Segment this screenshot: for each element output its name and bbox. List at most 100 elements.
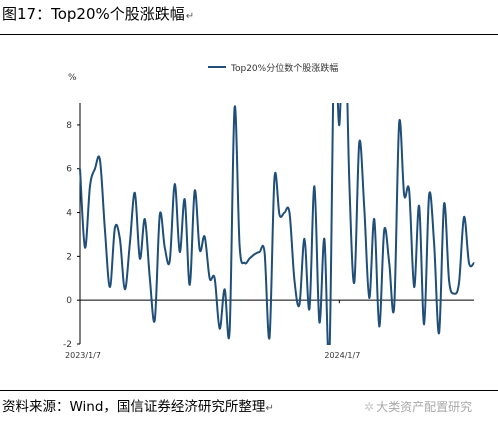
- y-tick-label: 6: [66, 165, 72, 175]
- data-point: [204, 236, 206, 238]
- data-point: [398, 122, 400, 124]
- data-point: [308, 308, 311, 310]
- data-point: [104, 229, 106, 231]
- chart-legend: Top20%分位数个股涨跌幅: [208, 62, 338, 74]
- figure-title-text: 图17：Top20%个股涨跌幅: [2, 5, 185, 23]
- data-point: [363, 207, 365, 209]
- series-group: [79, 37, 475, 345]
- data-point: [174, 183, 176, 185]
- data-point: [263, 251, 266, 253]
- y-tick-label: 0: [66, 296, 72, 306]
- title-divider: [0, 34, 498, 35]
- data-point: [253, 253, 256, 255]
- data-point: [373, 218, 375, 220]
- paragraph-return-icon: ↵: [185, 11, 195, 22]
- data-point: [124, 288, 126, 290]
- data-point: [338, 124, 340, 126]
- data-point: [164, 247, 166, 249]
- data-point: [463, 216, 465, 218]
- data-point: [448, 279, 450, 282]
- data-point: [234, 106, 236, 108]
- paragraph-return-icon: ↵: [265, 403, 274, 414]
- y-axis-unit-label: %: [68, 73, 77, 83]
- data-point: [94, 168, 96, 170]
- data-point: [413, 286, 415, 288]
- x-tick-label: 2024/1/7: [324, 351, 360, 360]
- y-tick-label: -2: [63, 340, 72, 350]
- source-text: 资料来源：Wind，国信证券经济研究所整理: [2, 399, 266, 415]
- data-point: [184, 198, 186, 200]
- y-axis-ticks: -2 0 2 4 6 8: [63, 121, 80, 350]
- data-point: [273, 176, 276, 179]
- data-point: [403, 194, 405, 196]
- source-divider: [0, 390, 498, 391]
- data-point: [179, 251, 181, 253]
- data-point: [438, 332, 440, 334]
- data-point: [418, 205, 420, 207]
- y-tick-label: 2: [66, 252, 72, 262]
- data-point: [334, 37, 335, 38]
- data-point: [248, 257, 251, 260]
- data-point: [224, 288, 226, 290]
- data-point: [423, 323, 425, 325]
- data-point: [383, 229, 385, 231]
- data-point: [139, 257, 141, 260]
- data-point: [278, 214, 281, 216]
- data-point: [408, 190, 410, 192]
- data-point: [453, 293, 455, 295]
- data-point: [219, 328, 221, 330]
- watermark-text: 大类资产配置研究: [376, 400, 473, 414]
- data-point: [468, 262, 470, 264]
- data-point: [353, 282, 355, 284]
- axes: [79, 103, 474, 344]
- data-point: [473, 262, 475, 264]
- data-point: [109, 286, 111, 288]
- data-point: [209, 277, 211, 279]
- data-point: [89, 185, 91, 187]
- data-point: [159, 214, 161, 216]
- data-point: [293, 279, 296, 282]
- data-point: [214, 277, 216, 279]
- y-tick-label: 4: [66, 209, 72, 219]
- data-point: [238, 244, 241, 247]
- source-note: 资料来源：Wind，国信证券经济研究所整理↵: [2, 397, 274, 419]
- data-point: [194, 190, 196, 192]
- data-point: [243, 262, 246, 264]
- data-point: [79, 168, 81, 170]
- data-point: [313, 185, 316, 187]
- figure-title: 图17：Top20%个股涨跌幅↵: [2, 4, 194, 27]
- data-point: [268, 336, 271, 339]
- data-point: [84, 247, 86, 249]
- data-point: [303, 238, 306, 240]
- data-point: [428, 194, 430, 196]
- data-point: [258, 251, 261, 253]
- data-point: [318, 321, 320, 323]
- data-point: [229, 330, 231, 332]
- data-point: [144, 218, 146, 220]
- data-point: [134, 192, 136, 194]
- x-tick-label: 2023/1/7: [65, 351, 101, 360]
- data-point: [323, 238, 325, 240]
- series-line: [79, 103, 475, 345]
- data-point: [443, 203, 445, 205]
- data-point: [99, 159, 101, 161]
- data-point: [368, 297, 370, 299]
- data-point: [114, 227, 116, 229]
- data-point: [358, 141, 360, 144]
- data-point: [388, 262, 390, 264]
- data-point: [298, 303, 301, 306]
- x-axis-ticks: 2023/1/7 2024/1/7: [65, 300, 360, 360]
- data-point: [119, 238, 121, 240]
- data-point: [378, 325, 380, 328]
- watermark-logo-icon: ✲: [364, 400, 375, 414]
- data-point: [129, 242, 131, 244]
- watermark: ✲ 大类资产配置研究: [364, 398, 472, 416]
- data-point: [393, 306, 395, 308]
- data-point: [189, 284, 191, 286]
- data-point: [288, 211, 291, 214]
- data-point: [169, 260, 171, 262]
- data-point: [348, 181, 350, 183]
- line-chart: Top20%分位数个股涨跌幅 % -2 0 2 4 6 8 2023/1/7 2024/1/…: [63, 37, 475, 360]
- legend-label: Top20%分位数个股涨跌幅: [230, 62, 338, 74]
- data-point: [199, 249, 201, 251]
